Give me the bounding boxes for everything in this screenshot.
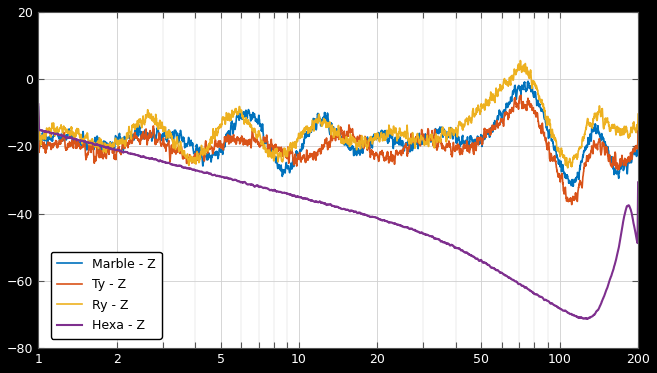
Legend: Marble - Z, Ty - Z, Ry - Z, Hexa - Z: Marble - Z, Ty - Z, Ry - Z, Hexa - Z: [51, 251, 162, 339]
Marble - Z: [569, 184, 577, 188]
Hexa - Z: [264, 187, 272, 191]
Ty - Z: [517, 93, 525, 97]
Line: Ry - Z: Ry - Z: [38, 60, 638, 168]
Marble - Z: [139, 135, 147, 140]
Hexa - Z: [584, 317, 592, 321]
Marble - Z: [623, 167, 631, 172]
Hexa - Z: [139, 155, 147, 159]
Ry - Z: [139, 121, 147, 125]
Ry - Z: [634, 112, 642, 116]
Ry - Z: [290, 145, 298, 150]
Ty - Z: [34, 115, 42, 119]
Ry - Z: [34, 109, 42, 113]
Line: Hexa - Z: Hexa - Z: [38, 104, 638, 319]
Line: Ty - Z: Ty - Z: [38, 95, 638, 204]
Ty - Z: [568, 202, 576, 207]
Ty - Z: [264, 144, 272, 148]
Hexa - Z: [558, 307, 566, 312]
Ry - Z: [564, 166, 572, 170]
Line: Marble - Z: Marble - Z: [38, 81, 638, 186]
Marble - Z: [524, 79, 532, 84]
Ty - Z: [290, 160, 298, 164]
Marble - Z: [264, 151, 272, 155]
Marble - Z: [34, 104, 42, 109]
Marble - Z: [102, 147, 110, 152]
Ty - Z: [102, 150, 110, 155]
Ty - Z: [558, 171, 566, 176]
Marble - Z: [634, 121, 642, 125]
Hexa - Z: [290, 193, 298, 197]
Hexa - Z: [102, 145, 110, 150]
Ty - Z: [634, 122, 642, 127]
Ty - Z: [623, 159, 631, 163]
Hexa - Z: [34, 102, 42, 106]
Ry - Z: [102, 144, 110, 148]
Ry - Z: [623, 127, 631, 131]
Ty - Z: [139, 132, 147, 136]
Hexa - Z: [623, 205, 631, 209]
Ry - Z: [264, 155, 272, 159]
Ry - Z: [516, 58, 524, 63]
Hexa - Z: [634, 180, 642, 185]
Marble - Z: [558, 169, 566, 173]
Ry - Z: [558, 148, 566, 153]
Marble - Z: [290, 156, 298, 161]
